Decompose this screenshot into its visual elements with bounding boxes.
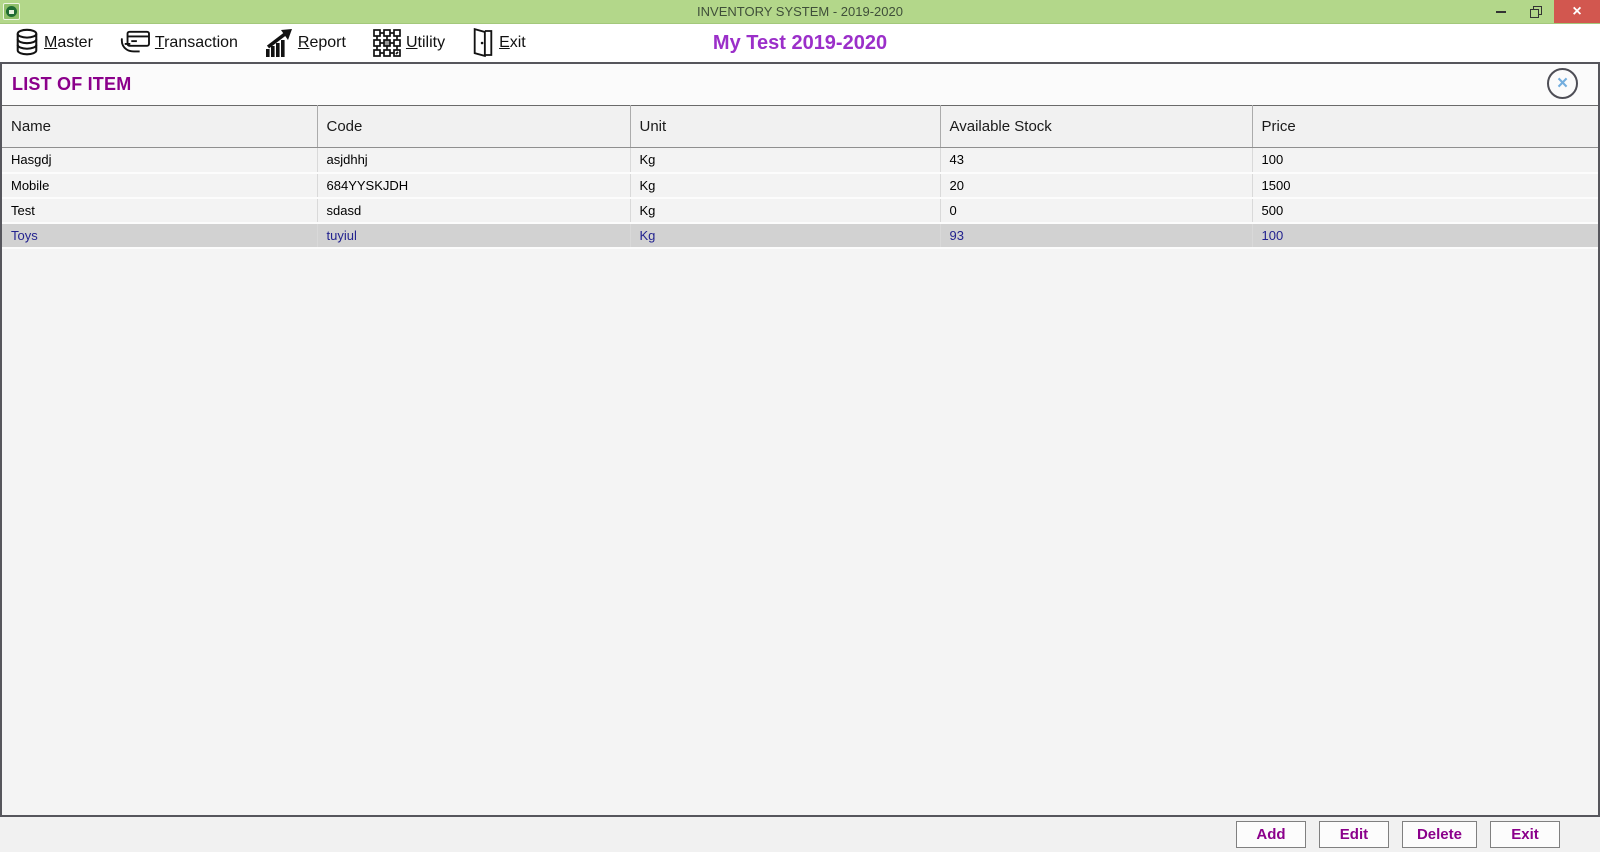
cell-name: Test xyxy=(2,197,318,224)
cell-name: Mobile xyxy=(2,172,318,199)
panel-close-icon: × xyxy=(1556,73,1569,94)
app-icon xyxy=(3,3,20,20)
table-row[interactable]: Test sdasd Kg 0 500 xyxy=(2,197,1598,224)
minimize-icon xyxy=(1496,10,1506,13)
column-header-name[interactable]: Name xyxy=(2,105,318,148)
menu-label: Utility xyxy=(405,34,446,51)
column-header-code[interactable]: Code xyxy=(317,105,631,148)
chart-growth-icon xyxy=(264,28,294,58)
close-icon: × xyxy=(1572,2,1582,20)
panel-header: LIST OF ITEM × xyxy=(2,64,1598,105)
cell-price: 100 xyxy=(1252,222,1598,249)
menu-item-transaction[interactable]: Transaction xyxy=(119,29,238,57)
cell-price: 1500 xyxy=(1252,172,1598,199)
cell-price: 500 xyxy=(1252,197,1598,224)
table-row[interactable]: Mobile 684YYSKJDH Kg 20 1500 xyxy=(2,172,1598,199)
door-exit-icon xyxy=(471,28,495,58)
cell-code: 684YYSKJDH xyxy=(317,172,631,199)
cell-stock: 93 xyxy=(940,222,1253,249)
table-header-row: Name Code Unit Available Stock Price xyxy=(2,105,1598,148)
restore-button[interactable] xyxy=(1518,0,1554,23)
menu-item-utility[interactable]: Utility xyxy=(372,28,445,58)
menu-label: Transaction xyxy=(154,34,238,51)
close-button[interactable]: × xyxy=(1554,0,1600,23)
window-controls: × xyxy=(1484,0,1600,23)
footer-toolbar: Add Edit Delete Exit xyxy=(0,817,1600,860)
table-row[interactable]: Hasgdj asjdhhj Kg 43 100 xyxy=(2,147,1598,174)
minimize-button[interactable] xyxy=(1484,0,1518,23)
menubar: Master Transaction Report xyxy=(0,24,1600,62)
delete-button[interactable]: Delete xyxy=(1401,821,1477,848)
window-title: INVENTORY SYSTEM - 2019-2020 xyxy=(697,4,903,19)
cell-stock: 20 xyxy=(940,172,1253,199)
cell-name: Toys xyxy=(2,222,318,249)
menu-label: Exit xyxy=(499,34,526,51)
page-title: LIST OF ITEM xyxy=(12,74,132,94)
item-table: Name Code Unit Available Stock Price Has… xyxy=(2,105,1598,249)
column-header-unit[interactable]: Unit xyxy=(630,105,941,148)
exit-button[interactable]: Exit xyxy=(1490,821,1560,848)
card-payment-icon xyxy=(119,29,151,57)
modules-grid-icon xyxy=(372,28,402,58)
cell-code: sdasd xyxy=(317,197,631,224)
cell-stock: 43 xyxy=(940,147,1253,174)
database-icon xyxy=(14,28,40,58)
cell-name: Hasgdj xyxy=(2,147,318,174)
menu-item-exit[interactable]: Exit xyxy=(471,28,526,58)
list-of-item-panel: LIST OF ITEM × Name Code Unit Available … xyxy=(0,62,1600,817)
restore-icon xyxy=(1530,5,1542,18)
cell-unit: Kg xyxy=(630,147,941,174)
cell-unit: Kg xyxy=(630,197,941,224)
cell-code: asjdhhj xyxy=(317,147,631,174)
panel-close-button[interactable]: × xyxy=(1547,68,1578,99)
cell-stock: 0 xyxy=(940,197,1253,224)
menu-item-report[interactable]: Report xyxy=(264,28,346,58)
add-button[interactable]: Add xyxy=(1235,821,1306,848)
table-row-selected[interactable]: Toys tuyiul Kg 93 100 xyxy=(2,222,1598,249)
titlebar: INVENTORY SYSTEM - 2019-2020 × xyxy=(0,0,1600,24)
edit-button[interactable]: Edit xyxy=(1318,821,1389,848)
column-header-stock[interactable]: Available Stock xyxy=(940,105,1253,148)
cell-unit: Kg xyxy=(630,172,941,199)
menu-label: Master xyxy=(44,34,93,51)
brand-title: My Test 2019-2020 xyxy=(712,31,888,54)
cell-unit: Kg xyxy=(630,222,941,249)
menu-label: Report xyxy=(297,34,346,51)
column-header-price[interactable]: Price xyxy=(1252,105,1598,148)
cell-code: tuyiul xyxy=(317,222,631,249)
menu-item-master[interactable]: Master xyxy=(14,28,93,58)
cell-price: 100 xyxy=(1252,147,1598,174)
